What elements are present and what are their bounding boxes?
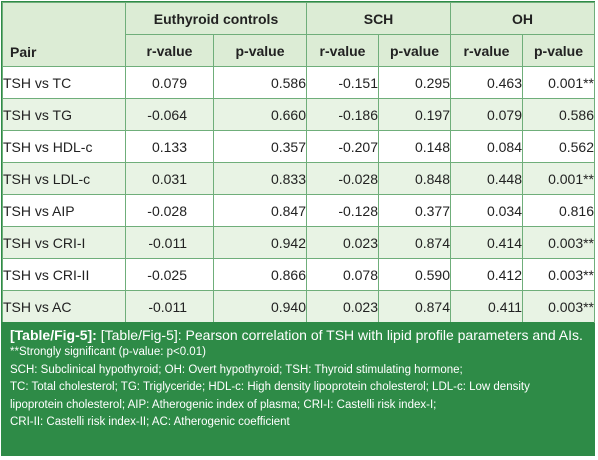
caption-text: [Table/Fig-5]: Pearson correlation of TS…: [96, 327, 583, 343]
table-caption: [Table/Fig-5]: [Table/Fig-5]: Pearson co…: [10, 326, 586, 344]
pair-cell: TSH vs TC: [2, 66, 126, 99]
abbreviations-line-2: TC: Total cholesterol; TG: Triglyceride;…: [10, 381, 530, 411]
euthyroid-r-cell: 0.133: [125, 130, 214, 163]
sch-r-cell: 0.078: [306, 258, 380, 291]
correlation-table: Pair Euthyroid controls SCH OH r-value p…: [2, 2, 596, 323]
euthyroid-r-cell: -0.011: [125, 290, 214, 323]
abbreviations-line-3: CRI-II: Castelli risk index-II; AC: Athe…: [10, 416, 290, 428]
oh-r-cell: 0.411: [450, 290, 524, 323]
sch-r-cell: -0.128: [306, 194, 380, 227]
euthyroid-p-cell: 0.586: [212, 66, 308, 99]
oh-r-cell: 0.463: [450, 66, 524, 99]
sch-p-cell: 0.197: [378, 98, 452, 131]
euthyroid-r-cell: -0.025: [125, 258, 214, 291]
table-row: TSH vs CRI-I -0.011 0.942 0.023 0.874 0.…: [2, 226, 596, 259]
header-euthyroid-r: r-value: [125, 34, 214, 67]
euthyroid-p-cell: 0.866: [212, 258, 308, 291]
euthyroid-p-cell: 0.847: [212, 194, 308, 227]
header-row-groups: Pair Euthyroid controls SCH OH: [2, 2, 596, 67]
sch-p-cell: 0.848: [378, 162, 452, 195]
oh-r-cell: 0.414: [450, 226, 524, 259]
sch-r-cell: 0.023: [306, 290, 380, 323]
pair-cell: TSH vs AIP: [2, 194, 126, 227]
euthyroid-p-cell: 0.660: [212, 98, 308, 131]
header-sch: SCH: [306, 2, 452, 35]
table-footer: [Table/Fig-5]: [Table/Fig-5]: Pearson co…: [2, 322, 594, 455]
table-row: TSH vs HDL-c 0.133 0.357 -0.207 0.148 0.…: [2, 130, 596, 163]
oh-r-cell: 0.034: [450, 194, 524, 227]
header-row-values: r-value p-value r-value p-value r-value …: [3, 34, 596, 67]
sch-r-cell: 0.023: [306, 226, 380, 259]
euthyroid-p-cell: 0.942: [212, 226, 308, 259]
table-row: TSH vs CRI-II -0.025 0.866 0.078 0.590 0…: [2, 258, 596, 291]
header-oh-r: r-value: [450, 34, 524, 67]
pair-cell: TSH vs HDL-c: [2, 130, 126, 163]
euthyroid-r-cell: 0.031: [125, 162, 214, 195]
oh-p-cell: 0.001**: [522, 66, 596, 99]
sch-r-cell: -0.207: [306, 130, 380, 163]
header-oh: OH: [450, 2, 596, 35]
euthyroid-r-cell: -0.028: [125, 194, 214, 227]
table-row: TSH vs TC 0.079 0.586 -0.151 0.295 0.463…: [2, 66, 596, 99]
abbreviations-line-1: SCH: Subclinical hypothyroid; OH: Overt …: [10, 363, 463, 376]
sch-p-cell: 0.377: [378, 194, 452, 227]
sch-p-cell: 0.148: [378, 130, 452, 163]
oh-p-cell: 0.003**: [522, 258, 596, 291]
euthyroid-r-cell: -0.064: [125, 98, 214, 131]
pair-cell: TSH vs CRI-II: [2, 258, 126, 291]
oh-p-cell: 0.003**: [522, 226, 596, 259]
oh-p-cell: 0.562: [522, 130, 596, 163]
table-row: TSH vs AC -0.011 0.940 0.023 0.874 0.411…: [2, 290, 596, 323]
pair-cell: TSH vs LDL-c: [2, 162, 126, 195]
euthyroid-p-cell: 0.833: [212, 162, 308, 195]
oh-p-cell: 0.001**: [522, 162, 596, 195]
header-oh-p: p-value: [522, 34, 596, 67]
pair-cell: TSH vs CRI-I: [2, 226, 126, 259]
sch-p-cell: 0.295: [378, 66, 452, 99]
sch-p-cell: 0.874: [378, 226, 452, 259]
sch-r-cell: -0.028: [306, 162, 380, 195]
header-euthyroid-p: p-value: [212, 34, 308, 67]
oh-r-cell: 0.079: [450, 98, 524, 131]
oh-r-cell: 0.412: [450, 258, 524, 291]
euthyroid-r-cell: -0.011: [125, 226, 214, 259]
pair-cell: TSH vs AC: [2, 290, 126, 323]
table-row: TSH vs LDL-c 0.031 0.833 -0.028 0.848 0.…: [2, 162, 596, 195]
table-row: TSH vs AIP -0.028 0.847 -0.128 0.377 0.0…: [2, 194, 596, 227]
header-sch-p: p-value: [378, 34, 452, 67]
sch-r-cell: -0.151: [306, 66, 380, 99]
header-sch-r: r-value: [306, 34, 380, 67]
caption-tag: [Table/Fig-5]:: [10, 327, 97, 343]
header-pair: Pair: [2, 2, 126, 67]
pair-cell: TSH vs TG: [2, 98, 126, 131]
table-row: TSH vs TG -0.064 0.660 -0.186 0.197 0.07…: [2, 98, 596, 131]
euthyroid-r-cell: 0.079: [125, 66, 214, 99]
oh-p-cell: 0.586: [522, 98, 596, 131]
header-euthyroid-controls: Euthyroid controls: [124, 2, 308, 35]
euthyroid-p-cell: 0.357: [212, 130, 308, 163]
euthyroid-p-cell: 0.940: [212, 290, 308, 323]
sch-p-cell: 0.590: [378, 258, 452, 291]
oh-p-cell: 0.816: [522, 194, 596, 227]
oh-p-cell: 0.003**: [522, 290, 596, 323]
oh-r-cell: 0.084: [450, 130, 524, 163]
significance-note: **Strongly significant (p-value: p<0.01): [10, 346, 206, 358]
sch-r-cell: -0.186: [306, 98, 380, 131]
oh-r-cell: 0.448: [450, 162, 524, 195]
sch-p-cell: 0.874: [378, 290, 452, 323]
